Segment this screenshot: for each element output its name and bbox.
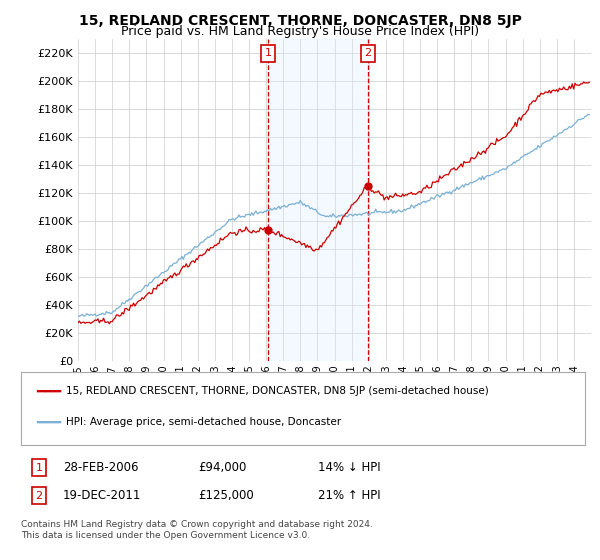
Text: 15, REDLAND CRESCENT, THORNE, DONCASTER, DN8 5JP: 15, REDLAND CRESCENT, THORNE, DONCASTER,… [79,14,521,28]
Text: £94,000: £94,000 [198,461,247,474]
Text: HPI: Average price, semi-detached house, Doncaster: HPI: Average price, semi-detached house,… [66,417,341,427]
Text: 15, REDLAND CRESCENT, THORNE, DONCASTER, DN8 5JP (semi-detached house): 15, REDLAND CRESCENT, THORNE, DONCASTER,… [66,386,489,396]
Text: Contains HM Land Registry data © Crown copyright and database right 2024.: Contains HM Land Registry data © Crown c… [21,520,373,529]
Text: ━━━: ━━━ [36,416,61,430]
Text: 28-FEB-2006: 28-FEB-2006 [63,461,139,474]
Text: 2: 2 [364,48,371,58]
Text: £125,000: £125,000 [198,489,254,502]
Text: 1: 1 [35,463,43,473]
Text: ━━━: ━━━ [36,385,61,399]
Text: 1: 1 [265,48,272,58]
Text: 14% ↓ HPI: 14% ↓ HPI [318,461,380,474]
Bar [268,39,368,361]
Text: 19-DEC-2011: 19-DEC-2011 [63,489,142,502]
Text: 2: 2 [35,491,43,501]
Text: 21% ↑ HPI: 21% ↑ HPI [318,489,380,502]
Text: Price paid vs. HM Land Registry's House Price Index (HPI): Price paid vs. HM Land Registry's House … [121,25,479,38]
Text: This data is licensed under the Open Government Licence v3.0.: This data is licensed under the Open Gov… [21,531,310,540]
